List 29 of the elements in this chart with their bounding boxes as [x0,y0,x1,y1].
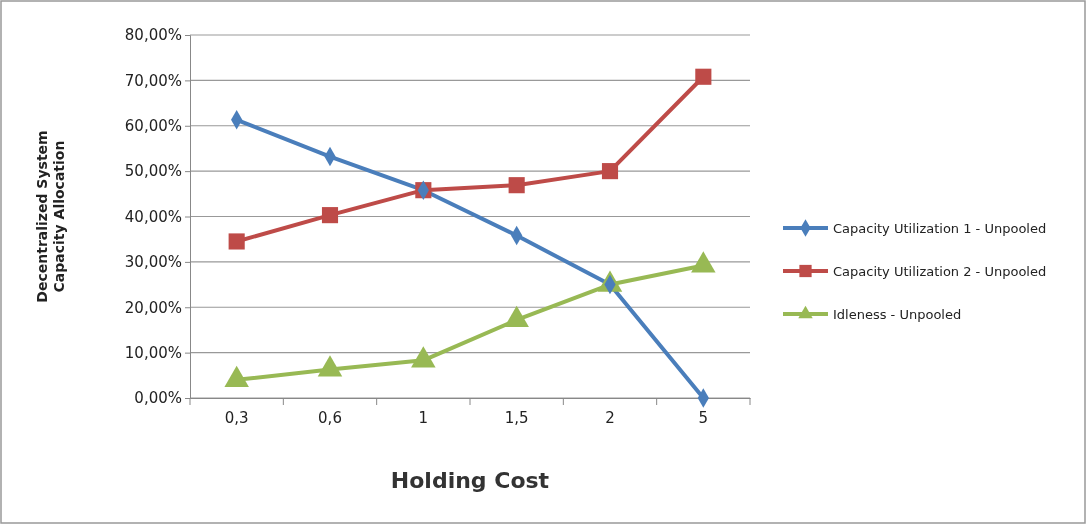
x-tick-label: 1,5 [504,408,529,427]
point [504,305,529,328]
x-tick-label: 0,3 [224,408,249,427]
y-tick-label: 10,00% [124,343,182,362]
legend-label: Capacity Utilization 2 - Unpooled [833,264,1047,279]
y-axis-title: Decentralized System Capacity Allocation [33,130,67,303]
y-tick-label: 0,00% [134,389,182,408]
y-tick-label: 40,00% [124,207,182,226]
point [691,251,716,273]
point [411,346,436,368]
point [601,163,619,180]
x-tick-label: 2 [605,408,615,427]
point [317,355,343,377]
y-tick-label: 50,00% [124,162,182,181]
x-axis-title: Holding Cost [390,468,550,493]
legend-label: Idleness - Unpooled [833,307,962,322]
x-tick-label: 0,6 [318,408,342,427]
point [224,365,249,387]
y-tick-label: 30,00% [124,253,182,272]
y-tick-label: 20,00% [124,298,182,317]
y-tick-label: 80,00% [124,26,182,45]
point [508,177,525,194]
y-tick-label: 70,00% [124,71,182,90]
y-tick-label: 60,00% [124,117,182,136]
legend-label: Capacity Utilization 1 - Unpooled [833,221,1047,236]
x-tick-label: 1 [418,408,429,427]
x-tick-label: 5 [698,408,709,427]
point [321,207,339,224]
point [228,233,245,250]
